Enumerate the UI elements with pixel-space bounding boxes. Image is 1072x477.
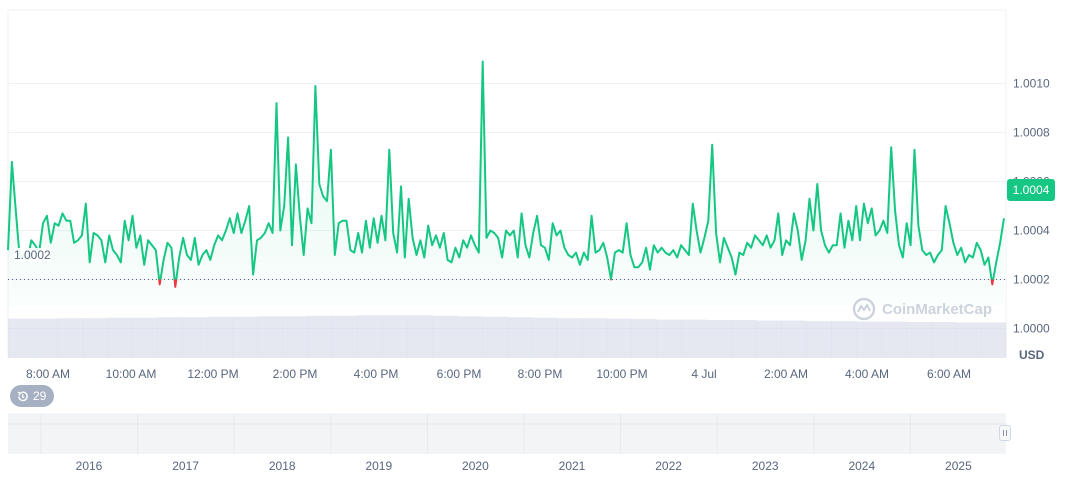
navigator-drag-handle[interactable] [999, 425, 1011, 441]
y-tick-label: 1.0000 [1013, 322, 1050, 336]
x-tick-label: 6:00 PM [437, 367, 482, 381]
volume-bar [706, 320, 732, 358]
x-tick-label: 4:00 AM [845, 367, 889, 381]
history-icon [17, 390, 28, 401]
x-tick-label: 10:00 PM [596, 367, 647, 381]
volume-bar [981, 322, 1007, 358]
price-line [7, 60, 1005, 288]
y-tick-label: 1.0010 [1013, 77, 1050, 91]
volume-bar [382, 315, 408, 358]
navigator-year-label: 2024 [848, 459, 875, 473]
volume-bar [756, 320, 782, 358]
volume-bar [831, 321, 857, 358]
y-tick-label: 1.0008 [1013, 126, 1050, 140]
volume-bar [107, 317, 134, 358]
volume-bars [8, 315, 1007, 358]
volume-bar [881, 321, 907, 358]
x-tick-label: 10:00 AM [106, 367, 157, 381]
navigator-year-label: 2017 [172, 459, 199, 473]
volume-bar [57, 318, 84, 358]
x-tick-label: 4 Jul [691, 367, 716, 381]
volume-bar [606, 318, 633, 358]
navigator-year-label: 2020 [462, 459, 489, 473]
volume-bar [631, 319, 657, 358]
volume-bar [257, 316, 283, 358]
navigator-year-label: 2023 [752, 459, 779, 473]
volume-bar [132, 317, 158, 358]
x-tick-label: 8:00 AM [26, 367, 70, 381]
coinmarketcap-logo-icon [852, 297, 876, 321]
y-tick-label: 1.0002 [1013, 273, 1050, 287]
volume-bar [232, 316, 258, 358]
x-axis: 8:00 AM 10:00 AM 12:00 PM 2:00 PM 4:00 PM 6:0… [26, 367, 971, 381]
volume-bar [32, 318, 59, 358]
volume-bar [956, 322, 982, 358]
navigator-years: 2016 2017 2018 2019 2020 2021 2022 2023 2024 2025 [76, 459, 972, 473]
x-tick-label: 2:00 PM [273, 367, 318, 381]
current-price-badge: 1.0004 [1007, 179, 1055, 201]
reference-price-label: 1.0002 [14, 248, 51, 262]
volume-bar [906, 322, 932, 358]
navigator-year-label: 2016 [76, 459, 103, 473]
navigator-year-label: 2019 [365, 459, 392, 473]
volume-bar [332, 315, 358, 358]
drag-handle-icon [1003, 430, 1004, 436]
volume-bar [82, 318, 109, 358]
x-tick-label: 12:00 PM [187, 367, 238, 381]
watermark: CoinMarketCap [852, 297, 992, 321]
volume-bar [307, 315, 333, 358]
volume-bar [157, 317, 183, 358]
volume-bar [457, 316, 483, 358]
volume-bar [207, 316, 233, 358]
x-tick-label: 6:00 AM [927, 367, 971, 381]
volume-bar [282, 316, 308, 358]
currency-unit-label: USD [1019, 348, 1045, 362]
x-tick-label: 2:00 AM [764, 367, 808, 381]
volume-bar [357, 315, 383, 358]
history-button[interactable]: 29 [10, 385, 55, 407]
x-tick-label: 8:00 PM [518, 367, 563, 381]
volume-bar [531, 317, 558, 358]
volume-bar [681, 319, 707, 358]
navigator-year-label: 2025 [945, 459, 972, 473]
navigator-grid [40, 414, 911, 454]
y-tick-label: 1.0004 [1013, 224, 1050, 238]
volume-bar [856, 321, 882, 358]
volume-bar [781, 320, 807, 358]
volume-bar [731, 320, 757, 358]
volume-bar [507, 317, 533, 358]
volume-bar [482, 316, 508, 358]
x-tick-label: 4:00 PM [354, 367, 399, 381]
volume-bar [8, 318, 34, 358]
navigator-year-label: 2022 [655, 459, 682, 473]
volume-bar [931, 322, 957, 358]
volume-bar [407, 315, 433, 358]
volume-bar [182, 317, 208, 358]
history-count: 29 [33, 389, 47, 403]
navigator-year-label: 2021 [559, 459, 586, 473]
navigator-window[interactable] [8, 414, 1006, 454]
volume-bar [806, 321, 832, 358]
volume-bar [656, 319, 682, 358]
navigator-year-label: 2018 [269, 459, 296, 473]
volume-bar [581, 318, 608, 358]
watermark-text: CoinMarketCap [882, 300, 993, 318]
volume-bar [556, 318, 583, 358]
price-line-up [7, 60, 1005, 280]
volume-bar [432, 315, 458, 358]
